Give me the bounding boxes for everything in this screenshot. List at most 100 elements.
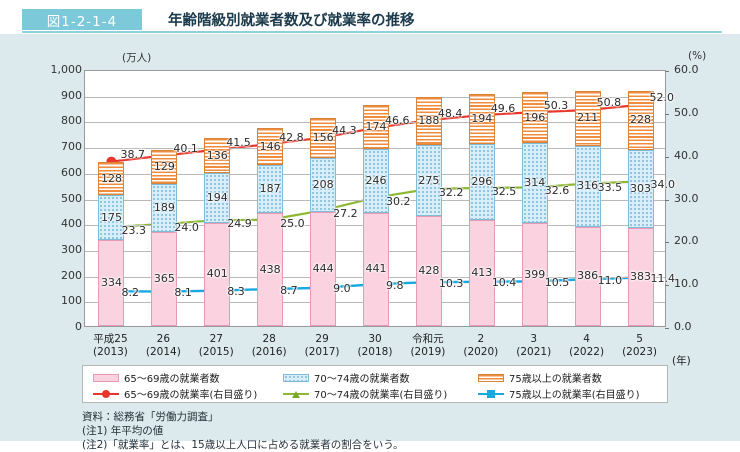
- bar-value-label: 428: [418, 264, 440, 277]
- bar-value-label: 196: [524, 110, 546, 124]
- right-axis-tick-label: 20.0: [674, 234, 699, 248]
- line-value-label: 44.3: [332, 124, 357, 138]
- left-axis-tick-label: 0: [75, 320, 82, 333]
- bar-value-label: 444: [312, 261, 334, 275]
- x-axis-label: 30 (2018): [345, 333, 405, 359]
- x-axis-label-era: 平成25: [93, 333, 128, 345]
- bar-stack: 438 187 146: [257, 69, 284, 326]
- bar-segment-65-69: 399: [521, 223, 548, 326]
- line-value-label: 30.2: [386, 194, 411, 208]
- legend-label: 70～74歳の就業率(右目盛り): [314, 390, 448, 401]
- line-value-label: 50.3: [543, 98, 569, 112]
- bar-value-label: 189: [153, 200, 175, 214]
- legend-item[interactable]: 65～69歳の就業率(右目盛り): [93, 386, 257, 401]
- bar-value-label: 175: [100, 210, 122, 224]
- x-axis-label-year: (2017): [304, 346, 340, 358]
- legend-label: 65～69歳の就業率(右目盛り): [124, 390, 258, 401]
- line-value-label: 49.6: [490, 101, 516, 115]
- line-value-label: 25.0: [280, 216, 305, 230]
- x-axis-label-year: (2019): [410, 346, 446, 358]
- bar-stack: 365 189 129: [151, 69, 178, 326]
- legend-swatch-icon: [283, 373, 309, 382]
- right-axis-tick-label: 10.0: [674, 277, 699, 291]
- right-axis-tick-label: 50.0: [674, 105, 699, 119]
- figure-panel-inner: (万人) (%) (年) 334 175 128 365 189 129 401 194 136…: [22, 34, 722, 451]
- legend-item[interactable]: 65～69歳の就業者数: [93, 370, 219, 385]
- bar-segment-75plus: 228: [627, 91, 654, 150]
- bar-value-label: 413: [471, 265, 493, 279]
- bar-segment-75plus: 146: [257, 127, 284, 166]
- legend-item[interactable]: 75歳以上の就業者数: [478, 370, 602, 385]
- legend-label: 65～69歳の就業者数: [124, 374, 220, 385]
- bar-stack: 444 208 156: [310, 69, 337, 326]
- bar-value-label: 334: [100, 276, 122, 290]
- bar-value-label: 194: [471, 111, 493, 125]
- line-value-label: 38.7: [120, 148, 145, 162]
- bar-segment-75plus: 188: [415, 97, 442, 146]
- bar-value-label: 188: [418, 114, 440, 128]
- bar-value-label: 136: [206, 148, 228, 162]
- right-axis-tick-label: 40.0: [674, 148, 699, 162]
- bar-segment-75plus: 129: [151, 150, 178, 184]
- x-axis-label: 4 (2022): [557, 333, 617, 359]
- line-value-label: 11.4: [650, 272, 676, 286]
- legend-item[interactable]: 70～74歳の就業率(右目盛り): [283, 386, 447, 401]
- bar-segment-65-69: 386: [574, 226, 601, 326]
- bar-value-label: 194: [206, 191, 228, 205]
- bar-segment-65-69: 401: [204, 222, 231, 326]
- x-axis-label: 平成25 (2013): [80, 333, 140, 359]
- bar-stack: 399 314 196: [521, 69, 548, 326]
- chart-legend: 65～69歳の就業者数 70～74歳の就業者数 75歳以上の就業者数 65～69歳の就…: [82, 365, 668, 403]
- legend-item[interactable]: 70～74歳の就業者数: [283, 370, 409, 385]
- bar-value-label: 208: [312, 178, 334, 192]
- left-axis-tick-label: 200: [61, 268, 82, 282]
- left-axis-tick-label: 1,000: [50, 63, 83, 76]
- chart-plot-area: 334 175 128 365 189 129 401 194 136 438 187 146 444 2…: [84, 69, 675, 329]
- left-axis-tick-label: 500: [61, 191, 82, 205]
- bar-segment-70-74: 275: [415, 145, 442, 217]
- line-value-label: 10.5: [544, 276, 570, 290]
- bar-segment-65-69: 334: [98, 240, 125, 326]
- right-axis-tickmark: [665, 199, 669, 201]
- bar-stack: 413 296 194: [468, 69, 495, 326]
- bar-value-label: 316: [577, 179, 599, 193]
- x-axis-label-year: (2023): [622, 346, 657, 358]
- bar-value-label: 156: [312, 131, 334, 145]
- bar-value-label: 211: [577, 111, 599, 125]
- x-axis-label-year: (2013): [92, 346, 128, 358]
- bar-segment-70-74: 194: [204, 173, 231, 223]
- bar-value-label: 383: [630, 269, 652, 283]
- bar-segment-75plus: 128: [98, 162, 125, 196]
- header-divider: [22, 31, 722, 33]
- left-axis-unit: (万人): [122, 52, 152, 64]
- right-axis-tick-label: 30.0: [674, 191, 699, 205]
- legend-line-icon: [93, 389, 119, 399]
- bar-segment-65-69: 383: [627, 227, 654, 326]
- figure-number-badge: 図1-2-1-4: [22, 9, 142, 30]
- x-axis-label-year: (2022): [569, 346, 605, 358]
- x-axis-label-era: 3: [530, 333, 538, 345]
- line-value-label: 50.8: [596, 96, 622, 110]
- x-axis-label-era: 26: [156, 333, 171, 345]
- x-axis-label-year: (2015): [198, 346, 234, 358]
- x-axis-label-year: (2018): [357, 346, 393, 358]
- bar-value-label: 275: [418, 173, 440, 187]
- note-2: (注2)「就業率」とは、15歳以上人口に占める就業者の割合をいう。: [82, 439, 404, 451]
- bar-stack: 383 303 228: [627, 69, 654, 326]
- x-axis-label-era: 27: [209, 333, 223, 345]
- bar-segment-70-74: 303: [627, 149, 654, 228]
- bar-stack: 428 275 188: [415, 69, 442, 326]
- legend-item[interactable]: 75歳以上の就業率(右目盛り): [478, 386, 640, 401]
- bar-segment-70-74: 296: [468, 143, 495, 220]
- bar-segment-70-74: 208: [310, 158, 337, 212]
- bar-segment-70-74: 314: [521, 142, 548, 224]
- line-value-label: 32.5: [491, 184, 517, 198]
- line-value-label: 48.4: [437, 106, 463, 120]
- bar-segment-75plus: 136: [204, 138, 231, 174]
- bar-segment-70-74: 316: [574, 145, 601, 227]
- legend-swatch-icon: [93, 373, 119, 382]
- x-axis-label: 令和元 (2019): [398, 333, 458, 359]
- left-axis-tick-label: 700: [61, 140, 82, 154]
- line-value-label: 9.0: [333, 282, 351, 296]
- x-axis-label: 3 (2021): [504, 333, 564, 359]
